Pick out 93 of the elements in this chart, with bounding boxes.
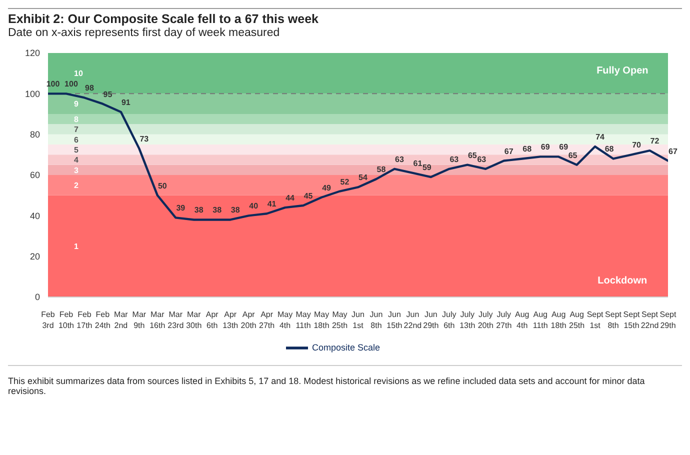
band-label: 1: [74, 242, 79, 252]
data-label: 68: [522, 144, 532, 154]
annotation: Fully Open: [596, 66, 648, 77]
x-tick-label: May 11th: [296, 310, 311, 330]
data-label: 98: [85, 84, 94, 93]
data-label: 73: [140, 134, 150, 144]
data-label: 70: [632, 140, 642, 150]
x-tick-label: Sept 15th: [623, 310, 641, 330]
x-tick-label: Apr 13th: [222, 310, 238, 330]
text: This exhibit summarizes data from sources listed in Exhibits 5, 17 and 18. Modest historical revisions as we refine included data sets and account for minor data revisions.: [8, 376, 646, 396]
y-tick-label: 0: [34, 292, 40, 302]
x-tick-label: Sept 22nd: [640, 310, 659, 330]
y-tick-label: 60: [30, 170, 40, 180]
band-label: 6: [74, 135, 79, 144]
data-label: 95: [103, 90, 113, 99]
x-tick-label: Aug 18th: [550, 310, 566, 330]
data-label: 54: [358, 173, 368, 182]
x-tick-label: July 20th: [478, 310, 494, 330]
x-tick-label: Mar 2nd: [114, 310, 128, 330]
data-label: 67: [668, 146, 678, 156]
data-label: 49: [322, 183, 332, 192]
legend-label: Composite Scale: [312, 342, 380, 352]
x-tick-label: Jun 15th: [386, 310, 402, 330]
x-tick-label: Sept 29th: [660, 310, 677, 330]
data-label: 38: [212, 206, 222, 215]
x-tick-label: Sept 8th: [605, 310, 622, 330]
band-label: 10: [74, 69, 84, 78]
data-label: 38: [230, 206, 240, 215]
band-label: 3: [74, 166, 79, 175]
data-label: 40: [249, 202, 259, 211]
y-tick-label: 40: [30, 210, 40, 221]
y-tick-label: 80: [30, 130, 40, 140]
data-label: 69: [540, 142, 550, 152]
x-tick-label: July 6th: [442, 310, 456, 330]
data-label: 63: [450, 154, 460, 164]
x-tick-label: Apr 6th: [206, 310, 219, 330]
x-tick-label: Feb 24th: [94, 310, 110, 330]
data-label: 68: [604, 144, 614, 154]
x-tick-label: Mar 16th: [150, 310, 166, 330]
y-tick-label: 100: [24, 88, 40, 99]
x-tick-label: Aug 4th: [515, 310, 530, 330]
x-tick-label: Feb 10th: [58, 310, 74, 330]
x-tick-label: Mar 23rd: [168, 310, 184, 330]
x-tick-label: Mar 30th: [186, 310, 202, 330]
x-tick-label: Aug 11th: [532, 310, 548, 330]
band-label: 4: [74, 156, 79, 165]
data-label: 41: [267, 200, 277, 209]
x-tick-label: May 18th: [314, 310, 330, 330]
band-label: 7: [74, 125, 79, 134]
band-label: 2: [74, 181, 79, 190]
x-tick-label: Apr 27th: [259, 310, 275, 330]
data-label: 65: [468, 150, 478, 160]
data-label: 74: [596, 132, 606, 142]
data-label: 100: [64, 80, 78, 89]
x-tick-label: Feb 3rd: [41, 310, 56, 330]
chart-title: Exhibit 2: Our Composite Scale fell to a 67 this week: [8, 8, 682, 26]
annotation: Lockdown: [598, 275, 648, 286]
data-label: 59: [422, 163, 432, 172]
band-label: 8: [74, 114, 79, 124]
data-label: 45: [304, 192, 314, 200]
x-tick-label: July 13th: [460, 310, 476, 330]
x-tick-label: Jun 22nd: [404, 310, 422, 330]
band-label: 9: [74, 100, 79, 109]
data-label: 91: [121, 98, 131, 107]
data-label: 58: [376, 165, 386, 174]
data-label: 69: [559, 142, 569, 152]
data-label: 63: [477, 154, 487, 164]
x-tick-label: Aug 25th: [569, 310, 585, 330]
y-tick-label: 120: [24, 48, 40, 58]
data-label: 61: [413, 158, 423, 168]
chart-subtitle: Date on x-axis represents first day of week measured: [8, 27, 281, 39]
y-tick-label: 20: [30, 252, 40, 262]
data-label: 44: [286, 194, 296, 203]
data-label: 72: [650, 136, 660, 146]
x-tick-label: Jun 8th: [370, 310, 383, 330]
x-tick-label: Sept 1st: [586, 310, 604, 330]
data-label: 67: [504, 146, 514, 156]
x-tick-label: Feb 17th: [76, 310, 92, 330]
x-tick-label: May 25th: [332, 310, 348, 330]
data-label: 65: [568, 150, 578, 160]
data-label: 50: [158, 181, 168, 190]
data-label: 52: [340, 177, 350, 186]
x-tick-label: Mar 9th: [132, 310, 146, 330]
data-label: 39: [176, 204, 186, 213]
x-tick-label: Jun 1st: [352, 310, 364, 330]
x-tick-label: July 27th: [496, 310, 512, 330]
data-label: 38: [194, 206, 204, 215]
band-label: 5: [74, 145, 79, 154]
x-tick-label: May 4th: [277, 310, 293, 330]
x-tick-label: Apr 20th: [240, 310, 256, 330]
x-tick-label: Jun 29th: [423, 310, 439, 330]
data-label: 63: [395, 154, 404, 164]
line-series: [48, 92, 668, 221]
